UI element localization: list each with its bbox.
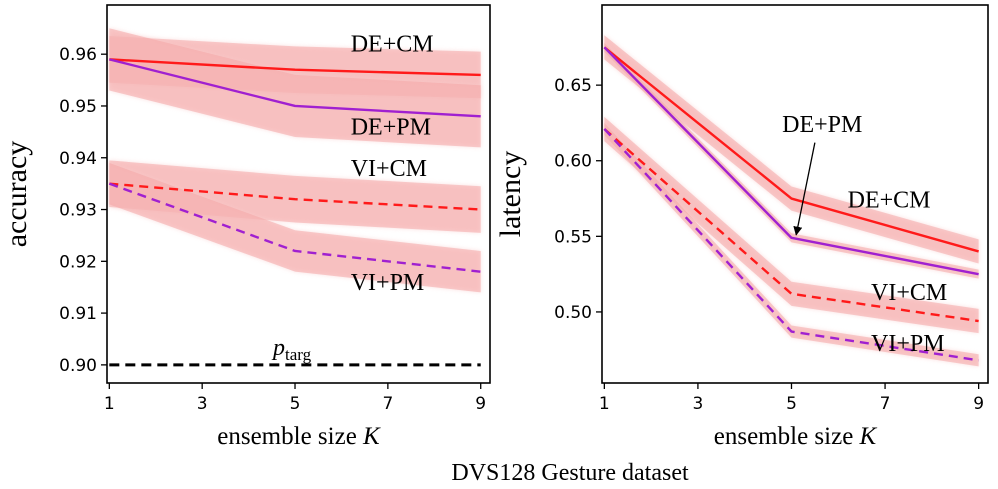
y-tick-label-0-50: 0.50 (554, 303, 592, 323)
y-tick-label-0-90: 0.90 (59, 356, 97, 376)
line-de-cm (603, 46, 979, 253)
x-axis-label: ensemble size K (714, 423, 878, 450)
line-de-pm (603, 46, 979, 276)
x-tick-label-5: 5 (786, 394, 797, 414)
band-vi-pm (109, 162, 481, 293)
x-tick-label-3: 3 (197, 394, 208, 414)
plot-frame (601, 4, 989, 384)
target-label-sub: targ (285, 345, 312, 364)
chart-caption: DVS128 Gesture dataset (451, 460, 689, 486)
y-tick-label-0-96: 0.96 (59, 45, 97, 65)
x-tick-label-9: 9 (475, 394, 486, 414)
label-de-cm: DE+CM (848, 188, 931, 214)
band-vi-cm (109, 160, 481, 233)
x-tick-label-7: 7 (880, 394, 891, 414)
x-axis-label-var: K (362, 423, 381, 450)
x-tick-label-9: 9 (973, 394, 984, 414)
line-de-cm (109, 58, 481, 77)
y-tick-label-0-94: 0.94 (59, 149, 97, 169)
accuracy-chart: ptarg DE+CM DE+PM VI+CM VI+PM 1 3 5 7 9 0.90 0.91 0.… (0, 4, 491, 450)
line-vi-pm (108, 182, 481, 273)
plot-frame (106, 4, 491, 384)
label-de-pm: DE+PM (351, 114, 431, 140)
annotation-arrow (793, 142, 816, 236)
y-tick-label-0-60: 0.60 (554, 152, 592, 172)
latency-chart: DE+CM DE+PM VI+CM VI+PM 1 3 5 7 9 0.50 0.55 0.60 0.6… (494, 4, 989, 450)
y-tick-label-0-92: 0.92 (59, 252, 97, 272)
x-axis-label-var: K (859, 423, 878, 450)
label-vi-cm: VI+CM (871, 280, 947, 306)
band-vi-cm (604, 116, 979, 334)
x-axis-label: ensemble size K (217, 423, 381, 450)
y-axis-label: latency (494, 151, 527, 238)
band-de-cm (604, 35, 979, 264)
band-de-pm (109, 28, 481, 148)
label-vi-pm: VI+PM (871, 331, 945, 357)
y-tick-label-0-93: 0.93 (59, 201, 97, 221)
target-label: ptarg (271, 335, 312, 364)
x-tick-label-1: 1 (104, 394, 115, 414)
label-de-pm: DE+PM (782, 112, 862, 138)
line-vi-cm (603, 128, 979, 323)
x-tick-label-5: 5 (290, 394, 301, 414)
y-axis-label: accuracy (0, 141, 33, 248)
y-tick-label-0-65: 0.65 (554, 76, 592, 96)
x-tick-label-3: 3 (693, 394, 704, 414)
x-tick-label-1: 1 (599, 394, 610, 414)
x-tick-label-7: 7 (382, 394, 393, 414)
y-tick-label-0-95: 0.95 (59, 97, 97, 117)
line-de-pm (109, 58, 481, 118)
label-vi-pm: VI+PM (351, 270, 425, 296)
label-vi-cm: VI+CM (351, 156, 427, 182)
line-vi-pm (603, 128, 979, 362)
label-de-cm: DE+CM (351, 32, 434, 58)
line-vi-cm (109, 182, 481, 211)
y-tick-label-0-55: 0.55 (554, 227, 592, 247)
y-tick-label-0-91: 0.91 (59, 304, 97, 324)
